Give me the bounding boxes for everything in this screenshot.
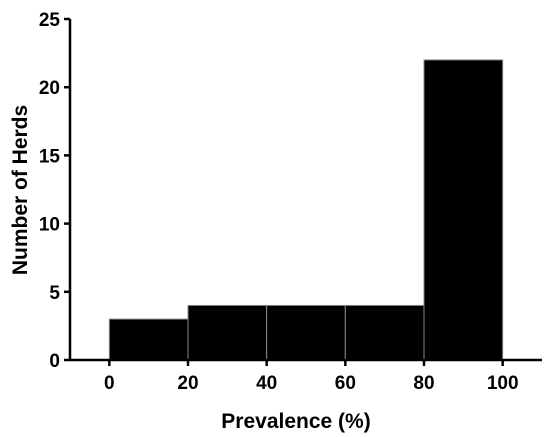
x-tick-label-20: 20 [177, 373, 198, 394]
histogram-bar-0-20 [108, 318, 189, 361]
axes-group [64, 17, 542, 366]
y-tick-label-20: 20 [39, 78, 60, 99]
tick-labels-group: 0 5 10 15 20 25 0 20 40 60 80 100 [39, 10, 519, 394]
bars-group [108, 59, 504, 361]
y-tick-label-5: 5 [49, 283, 60, 304]
y-tick-label-25: 25 [39, 10, 61, 31]
x-tick-label-40: 40 [256, 373, 277, 394]
histogram-bar-60-80 [344, 304, 425, 361]
y-tick-label-10: 10 [39, 215, 60, 236]
histogram-bar-20-40 [187, 304, 268, 361]
histogram-bar-80-100 [423, 59, 504, 361]
histogram-bar-40-60 [266, 304, 346, 361]
x-tick-label-60: 60 [335, 373, 356, 394]
x-tick-label-100: 100 [487, 373, 519, 394]
y-axis-title: Number of Herds [9, 105, 32, 275]
x-axis-title: Prevalence (%) [221, 410, 370, 433]
y-tick-label-0: 0 [49, 351, 60, 372]
x-tick-label-80: 80 [413, 373, 434, 394]
x-tick-label-0: 0 [104, 373, 115, 394]
y-tick-label-15: 15 [39, 146, 61, 167]
